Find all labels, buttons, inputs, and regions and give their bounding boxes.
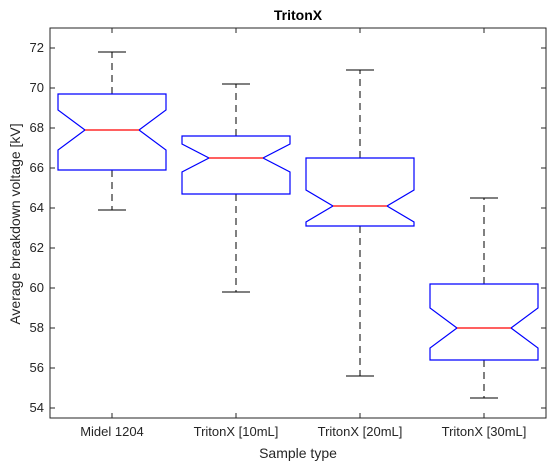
- y-axis-title: Average breakdown voltage [kV]: [7, 123, 23, 324]
- y-tick-label: 64: [30, 200, 44, 215]
- x-tick-label: TritonX [30mL]: [442, 424, 527, 439]
- y-tick-label: 72: [30, 40, 44, 55]
- x-axis-title: Sample type: [259, 445, 337, 461]
- y-tick-label: 56: [30, 360, 44, 375]
- y-tick-label: 68: [30, 120, 44, 135]
- y-tick-label: 62: [30, 240, 44, 255]
- notched-box: [57, 93, 167, 171]
- x-tick-label: TritonX [20mL]: [318, 424, 403, 439]
- plot-frame: [49, 27, 547, 419]
- notched-box: [429, 283, 539, 361]
- y-tick-label: 70: [30, 80, 44, 95]
- chart-title: TritonX: [274, 7, 323, 23]
- y-tick-label: 66: [30, 160, 44, 175]
- notched-box: [181, 135, 291, 195]
- y-tick-label: 58: [30, 320, 44, 335]
- plot-area: 54 56 58 60 62 64 66 68 70 72 Midel 1204 TritonX [1…: [30, 27, 547, 439]
- x-tick-label: Midel 1204: [80, 424, 144, 439]
- x-tick-label: TritonX [10mL]: [194, 424, 279, 439]
- notched-box: [305, 157, 415, 227]
- y-tick-label: 60: [30, 280, 44, 295]
- y-tick-label: 54: [30, 400, 44, 415]
